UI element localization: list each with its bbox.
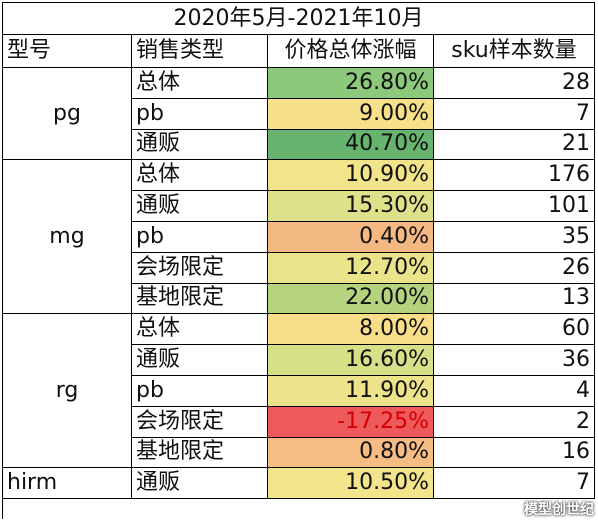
sku-count-cell: 36 — [434, 345, 595, 376]
sku-count-cell: 35 — [434, 222, 595, 253]
sku-count-cell: 21 — [434, 129, 595, 161]
sku-count-cell: 28 — [434, 68, 595, 99]
sales-type-cell: 基地限定 — [132, 437, 268, 469]
price-increase-cell: 0.80% — [268, 437, 434, 469]
price-increase-cell: 15.30% — [268, 191, 434, 222]
sales-type-cell: 总体 — [132, 68, 268, 99]
sales-type-cell: 通贩 — [132, 345, 268, 376]
price-increase-cell: 22.00% — [268, 283, 434, 315]
sales-type-cell: 通贩 — [132, 129, 268, 161]
model-cell: hirm — [3, 468, 132, 500]
sales-type-cell: 总体 — [132, 160, 268, 192]
price-increase-cell: 11.90% — [268, 376, 434, 407]
sku-count-cell: 16 — [434, 437, 595, 469]
sku-count-cell: 2 — [434, 406, 595, 438]
model-cell: rg — [3, 314, 132, 469]
price-increase-cell: 0.40% — [268, 222, 434, 253]
header-price-increase: 价格总体涨幅 — [268, 35, 434, 68]
header-sku-count: sku样本数量 — [434, 35, 595, 68]
sales-type-cell: 通贩 — [132, 468, 268, 500]
model-cell: pg — [3, 68, 132, 161]
header-model: 型号 — [3, 35, 132, 68]
price-increase-cell: 10.50% — [268, 468, 434, 500]
sales-type-cell: pb — [132, 376, 268, 407]
sku-count-cell: 13 — [434, 283, 595, 315]
sku-count-cell: 26 — [434, 252, 595, 284]
price-increase-cell: 40.70% — [268, 129, 434, 161]
price-increase-cell: 10.90% — [268, 160, 434, 192]
sku-count-cell: 60 — [434, 314, 595, 346]
price-increase-cell: 9.00% — [268, 98, 434, 130]
price-increase-cell: 12.70% — [268, 252, 434, 284]
sku-count-cell: 4 — [434, 376, 595, 407]
sku-count-cell: 176 — [434, 160, 595, 192]
table-title: 2020年5月-2021年10月 — [3, 3, 595, 35]
sku-count-cell: 7 — [434, 98, 595, 130]
price-increase-cell: 26.80% — [268, 68, 434, 99]
sales-type-cell: 会场限定 — [132, 406, 268, 438]
price-increase-cell: 16.60% — [268, 345, 434, 376]
sales-type-cell: pb — [132, 222, 268, 253]
price-increase-cell: -17.25% — [268, 406, 434, 438]
sku-count-cell: 101 — [434, 191, 595, 222]
sales-type-cell: 通贩 — [132, 191, 268, 222]
sku-count-cell: 7 — [434, 468, 595, 500]
sales-type-cell: pb — [132, 98, 268, 130]
header-sales-type: 销售类型 — [132, 35, 268, 68]
sales-type-cell: 基地限定 — [132, 283, 268, 315]
sales-type-cell: 会场限定 — [132, 252, 268, 284]
sales-type-cell: 总体 — [132, 314, 268, 346]
model-cell: mg — [3, 160, 132, 315]
watermark-text: 模型创世纪 — [524, 502, 594, 518]
price-increase-cell: 8.00% — [268, 314, 434, 346]
